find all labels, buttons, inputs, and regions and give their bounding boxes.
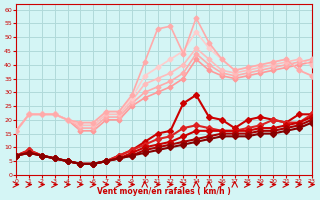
X-axis label: Vent moyen/en rafales ( km/h ): Vent moyen/en rafales ( km/h )	[97, 187, 231, 196]
